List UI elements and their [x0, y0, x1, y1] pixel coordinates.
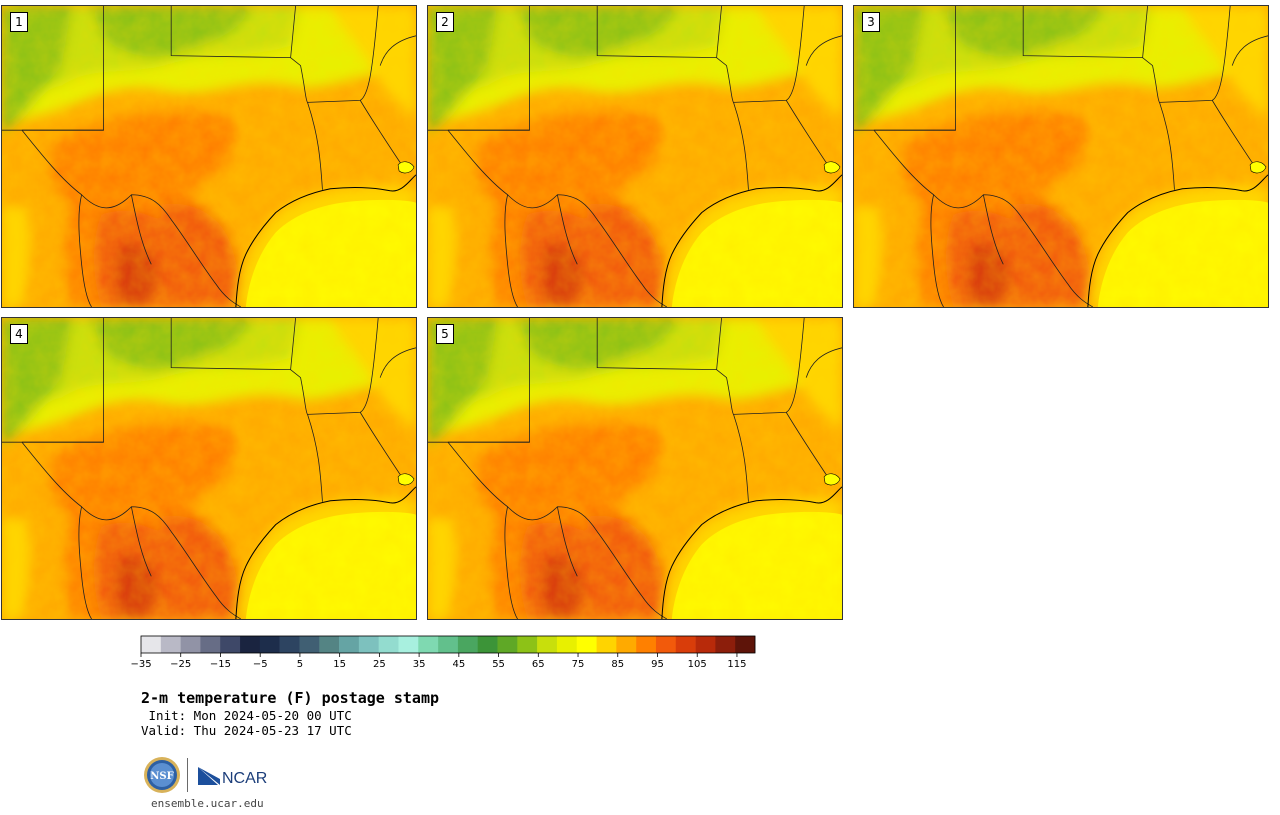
colorbar-segment	[695, 636, 716, 653]
colorbar-tick-label: 95	[651, 659, 664, 670]
colorbar-segment	[378, 636, 399, 653]
colorbar-segment	[457, 636, 479, 653]
temperature-map	[854, 6, 1268, 307]
colorbar-segment	[299, 636, 320, 653]
colorbar-tick-label: 45	[452, 659, 465, 670]
colorbar-segment	[715, 636, 736, 653]
valid-time: Valid: Thu 2024-05-23 17 UTC	[141, 723, 352, 738]
colorbar-tick-label: 85	[611, 659, 624, 670]
figure-title: 2-m temperature (F) postage stamp	[141, 689, 440, 707]
ncar-logo-text: NCAR	[222, 770, 267, 787]
colorbar-tick-label: 25	[373, 659, 386, 670]
temperature-map	[2, 6, 416, 307]
temperature-map	[428, 318, 842, 619]
colorbar-segment	[160, 636, 181, 653]
panel-label: 4	[10, 324, 28, 344]
colorbar-tick-label: 105	[688, 659, 707, 670]
ncar-logo-icon: NCAR	[198, 767, 267, 787]
logo-row: NSF NCAR	[143, 756, 283, 794]
ensemble-member-map-4: 4	[1, 317, 417, 620]
colorbar-segment	[240, 636, 261, 653]
colorbar-segment	[576, 636, 597, 653]
colorbar-segment	[655, 636, 677, 653]
colorbar-tick-label: −25	[170, 659, 191, 670]
site-url: ensemble.ucar.edu	[151, 797, 264, 810]
colorbar-segment	[180, 636, 201, 653]
colorbar-tick-label: 35	[413, 659, 426, 670]
colorbar-svg: −35 −25 −15 −5 5 15 25 35 45 55 65 75 85 95 105 115	[130, 635, 756, 670]
temperature-colorbar: −35 −25 −15 −5 5 15 25 35 45 55 65 75 85 95 105 115	[130, 635, 780, 675]
colorbar-segment	[517, 636, 538, 653]
panel-label: 2	[436, 12, 454, 32]
panel-label: 5	[436, 324, 454, 344]
logo-divider	[187, 758, 188, 792]
colorbar-segment	[141, 636, 162, 653]
colorbar-tick-label: 75	[572, 659, 585, 670]
colorbar-segment	[537, 636, 558, 653]
init-time: Init: Mon 2024-05-20 00 UTC	[141, 708, 352, 723]
temperature-map	[2, 318, 416, 619]
nsf-logo-text: NSF	[150, 771, 173, 782]
colorbar-tick-label: 15	[333, 659, 346, 670]
colorbar-tick-label: −35	[130, 659, 151, 670]
colorbar-tick-label: 115	[727, 659, 746, 670]
colorbar-segment	[636, 636, 657, 653]
title-block: 2-m temperature (F) postage stamp Init: …	[141, 688, 439, 738]
colorbar-segment	[735, 636, 756, 653]
colorbar-tick-label: 5	[297, 659, 303, 670]
colorbar-segment	[675, 636, 696, 653]
temperature-map	[428, 6, 842, 307]
colorbar-segment	[438, 636, 459, 653]
colorbar-tick-label: −15	[210, 659, 231, 670]
colorbar-tick-label: 65	[532, 659, 545, 670]
ensemble-member-map-5: 5	[427, 317, 843, 620]
ensemble-member-map-2: 2	[427, 5, 843, 308]
colorbar-segment	[279, 636, 300, 653]
colorbar-segment	[339, 636, 360, 653]
nsf-logo-icon: NSF	[144, 757, 180, 793]
colorbar-segment	[200, 636, 221, 653]
colorbar-tick-label: −5	[253, 659, 268, 670]
colorbar-tick-label: 55	[492, 659, 505, 670]
colorbar-segment	[556, 636, 578, 653]
colorbar-segment	[220, 636, 241, 653]
colorbar-segment	[596, 636, 617, 653]
colorbar-segment	[497, 636, 518, 653]
colorbar-segment	[398, 636, 419, 653]
panel-label: 3	[862, 12, 880, 32]
ensemble-member-map-3: 3	[853, 5, 1269, 308]
colorbar-segment	[616, 636, 637, 653]
colorbar-segment	[477, 636, 498, 653]
colorbar-segment	[418, 636, 439, 653]
colorbar-segment	[319, 636, 340, 653]
panel-label: 1	[10, 12, 28, 32]
colorbar-segment	[259, 636, 280, 653]
colorbar-frame	[140, 635, 756, 654]
ensemble-member-map-1: 1	[1, 5, 417, 308]
colorbar-segment	[358, 636, 379, 653]
